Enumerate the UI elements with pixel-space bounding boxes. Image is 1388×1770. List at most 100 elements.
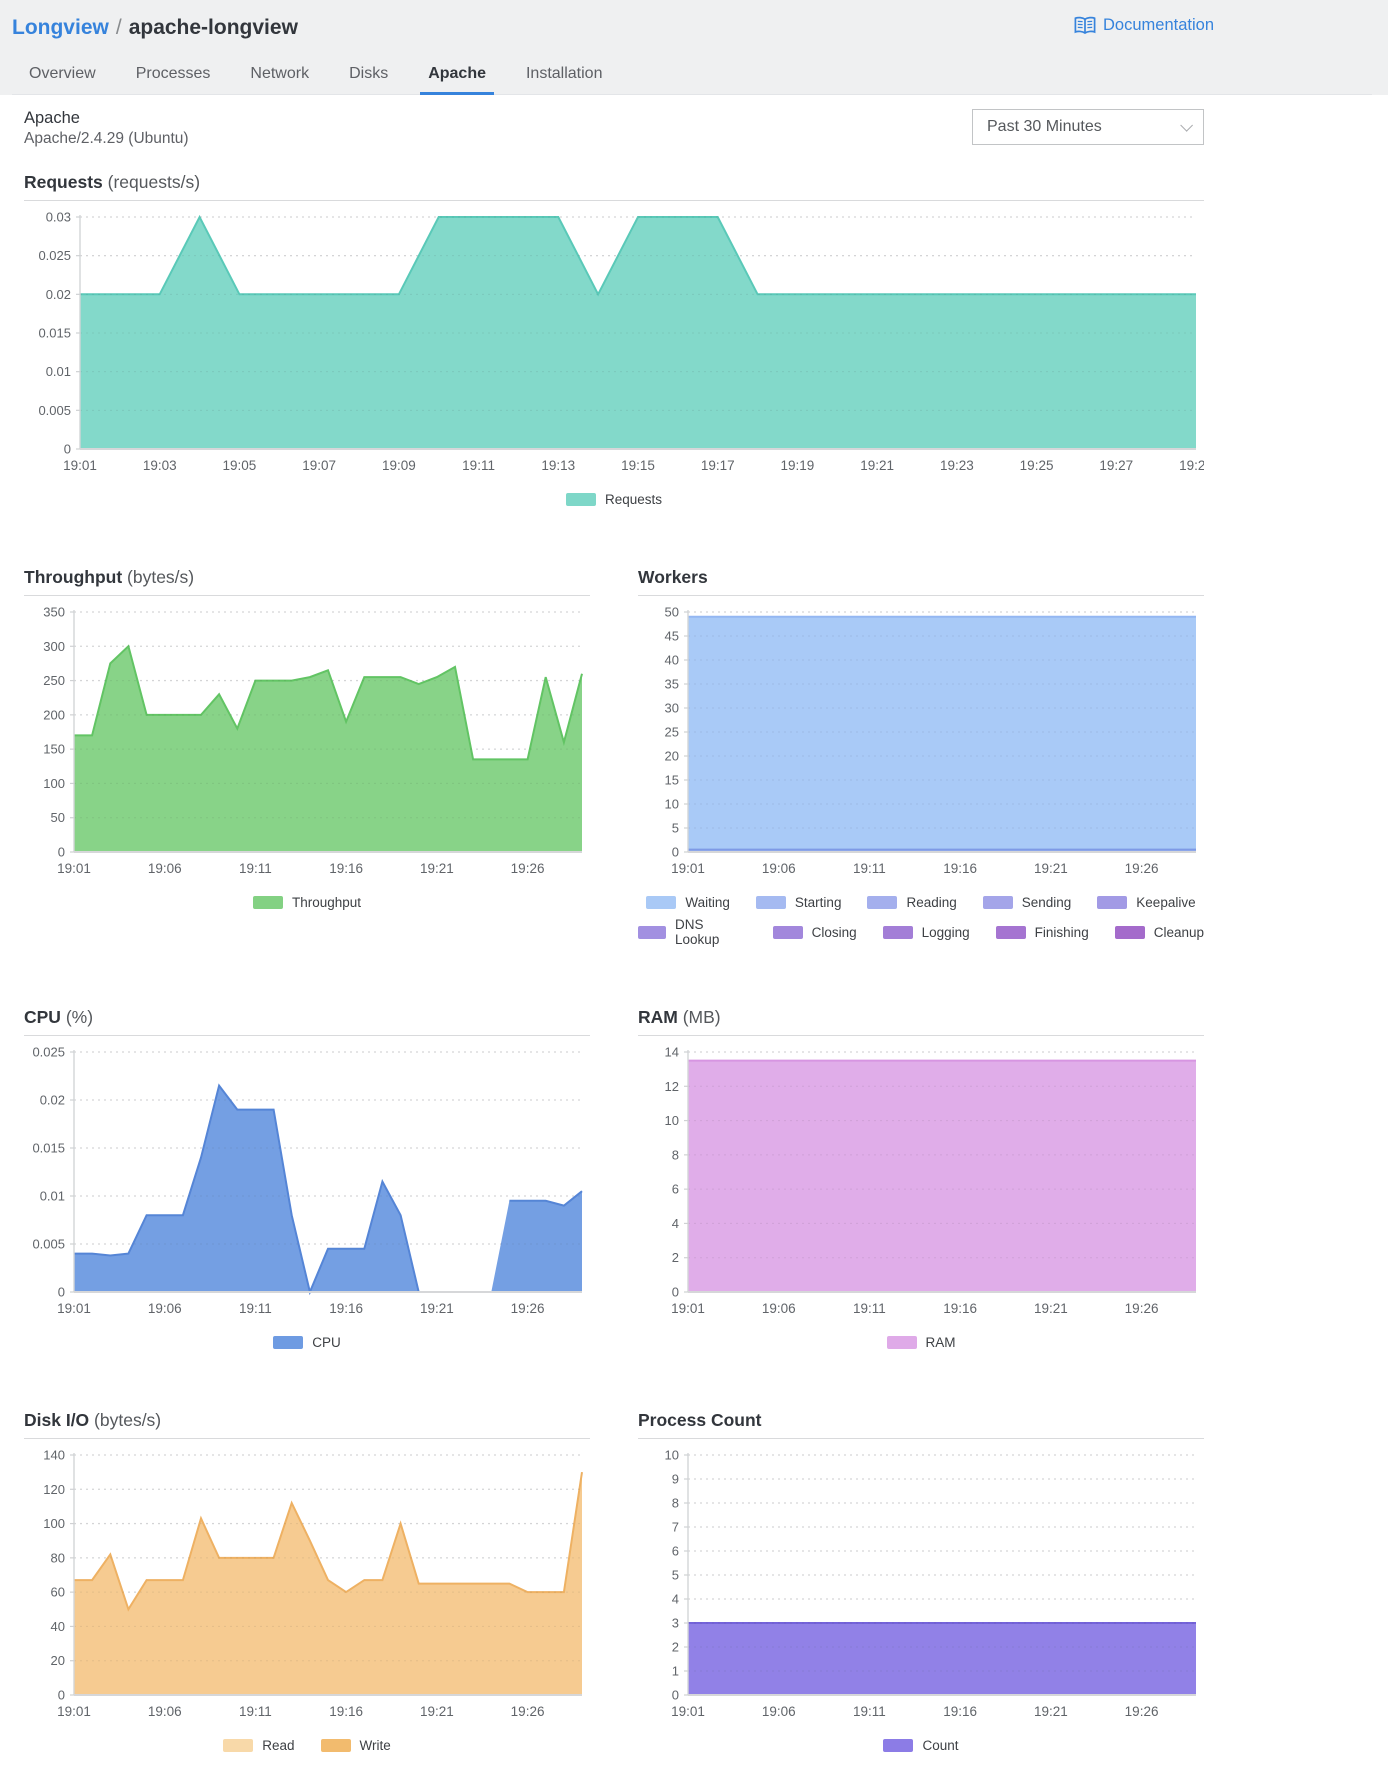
section-title: Apache — [24, 109, 80, 127]
ram-legend-row: RAM — [638, 1335, 1204, 1350]
diskio-title: Disk I/O (bytes/s) — [24, 1410, 590, 1438]
diskio-plot: 0 20 40 60 80 100 120 140 19:01 19:06 19:11 19:16 19… — [43, 1448, 583, 1719]
svg-text:19:01: 19:01 — [671, 1301, 705, 1316]
svg-text:19:26: 19:26 — [1125, 1301, 1159, 1316]
svg-text:10: 10 — [665, 797, 679, 812]
legend-item-dns-lookup: DNS Lookup — [638, 917, 747, 947]
cpu-title-unit: (%) — [60, 1007, 94, 1027]
svg-text:19:06: 19:06 — [762, 861, 796, 876]
requests-legend-row: Requests — [24, 492, 1204, 507]
legend-item-waiting: Waiting — [646, 895, 730, 910]
svg-text:19:26: 19:26 — [511, 1704, 545, 1719]
svg-text:19:17: 19:17 — [701, 458, 735, 473]
svg-text:20: 20 — [51, 1653, 65, 1668]
time-range-select[interactable]: Past 30 Minutes — [972, 109, 1204, 145]
svg-text:19:16: 19:16 — [329, 1301, 363, 1316]
legend-label: Reading — [906, 895, 957, 910]
svg-text:5: 5 — [672, 821, 679, 836]
svg-text:9: 9 — [672, 1472, 679, 1487]
chart-process-count: Process Count 0 1 2 3 4 5 6 7 8 9 10 19:01 19:06 19:11… — [638, 1410, 1204, 1753]
svg-text:35: 35 — [665, 677, 679, 692]
svg-text:19:06: 19:06 — [148, 1704, 182, 1719]
svg-text:140: 140 — [43, 1448, 65, 1463]
process-count-divider — [638, 1438, 1204, 1439]
tab-network[interactable]: Network — [250, 65, 310, 82]
legend-label: Throughput — [291, 895, 362, 910]
requests-title-unit: (requests/s) — [102, 172, 201, 192]
workers-divider — [638, 595, 1204, 596]
chevron-down-icon — [1180, 118, 1193, 132]
svg-text:45: 45 — [665, 629, 679, 644]
svg-text:19:27: 19:27 — [1099, 458, 1133, 473]
svg-text:0: 0 — [672, 845, 679, 860]
section-subtitle: Apache/2.4.29 (Ubuntu) — [24, 130, 189, 147]
tab-overview[interactable]: Overview — [29, 65, 96, 82]
ram-divider — [638, 1035, 1204, 1036]
svg-text:19:29: 19:29 — [1179, 458, 1204, 473]
svg-text:19:01: 19:01 — [63, 458, 97, 473]
legend-swatch — [273, 1336, 304, 1349]
process-count-plot: 0 1 2 3 4 5 6 7 8 9 10 19:01 19:06 19:11 19:16 19:21 19:… — [665, 1448, 1196, 1719]
svg-text:19:01: 19:01 — [671, 1704, 705, 1719]
breadcrumb-current-client: apache-longview — [128, 16, 298, 39]
svg-text:350: 350 — [43, 605, 65, 620]
svg-text:50: 50 — [665, 605, 679, 620]
tab-installation[interactable]: Installation — [525, 65, 603, 82]
svg-text:20: 20 — [665, 749, 679, 764]
svg-text:12: 12 — [665, 1079, 679, 1094]
svg-text:6: 6 — [672, 1182, 679, 1197]
legend-swatch — [982, 896, 1013, 909]
workers-plot: 0 5 10 15 20 25 30 35 40 45 50 19:01 19:06 19:11 19:16… — [665, 605, 1196, 876]
svg-text:0: 0 — [672, 1285, 679, 1300]
tab-processes[interactable]: Processes — [135, 65, 211, 82]
svg-text:19:26: 19:26 — [511, 861, 545, 876]
chart-ram: RAM (MB) 0 2 4 6 8 10 12 14 19:01 19:06 19:11 19:16 1… — [638, 1007, 1204, 1350]
legend-item-finishing: Finishing — [995, 925, 1089, 940]
legend-swatch — [886, 1336, 917, 1349]
svg-text:19:21: 19:21 — [1034, 861, 1068, 876]
svg-text:19:01: 19:01 — [57, 861, 91, 876]
requests-legend: Requests — [24, 492, 1204, 507]
svg-text:19:11: 19:11 — [853, 861, 886, 876]
legend-item-throughput: Throughput — [252, 895, 362, 910]
section-title-block: Apache Apache/2.4.29 (Ubuntu) — [24, 109, 189, 148]
cpu-title: CPU (%) — [24, 1007, 590, 1035]
svg-text:19:16: 19:16 — [943, 1301, 977, 1316]
throughput-legend: Throughput — [24, 895, 590, 910]
svg-text:2: 2 — [672, 1250, 679, 1265]
legend-label: Cleanup — [1153, 924, 1204, 940]
svg-text:2: 2 — [672, 1640, 679, 1655]
legend-label: Sending — [1021, 895, 1072, 910]
breadcrumb-longview-link[interactable]: Longview — [12, 16, 109, 39]
legend-label: Waiting — [685, 895, 730, 910]
throughput-plot: 0 50 100 150 200 250 300 350 19:01 19:06 19:11 19:1… — [43, 605, 583, 876]
svg-text:100: 100 — [43, 776, 65, 791]
tab-bar: Overview Processes Network Disks Apache Insta… — [12, 56, 1372, 95]
svg-text:19:01: 19:01 — [57, 1301, 91, 1316]
cpu-legend-row: CPU — [24, 1335, 590, 1350]
process-count-legend-row: Count — [638, 1738, 1204, 1753]
legend-item-keepalive: Keepalive — [1097, 895, 1196, 910]
ram-title-unit: (MB) — [677, 1007, 721, 1027]
ram-plot: 0 2 4 6 8 10 12 14 19:01 19:06 19:11 19:16 19:21 19:2… — [665, 1045, 1196, 1316]
section-head: Apache Apache/2.4.29 (Ubuntu) Past 30 Mi… — [24, 109, 1204, 148]
svg-text:19:06: 19:06 — [148, 861, 182, 876]
legend-item-reading: Reading — [867, 895, 957, 910]
legend-label: Closing — [811, 924, 857, 940]
legend-swatch — [638, 925, 667, 939]
svg-text:6: 6 — [672, 1544, 679, 1559]
tab-apache[interactable]: Apache — [420, 56, 494, 95]
documentation-link[interactable]: Documentation — [1073, 16, 1372, 35]
svg-text:60: 60 — [51, 1585, 65, 1600]
tab-disks[interactable]: Disks — [349, 65, 389, 82]
svg-text:19:16: 19:16 — [329, 1704, 363, 1719]
legend-item-read: Read — [223, 1738, 295, 1753]
svg-text:10: 10 — [665, 1113, 679, 1128]
svg-text:7: 7 — [672, 1520, 679, 1535]
legend-swatch — [755, 896, 786, 909]
legend-label: Keepalive — [1136, 895, 1196, 910]
legend-swatch — [252, 896, 283, 909]
cpu-plot: 0 0.005 0.01 0.015 0.02 0.025 19:01 19:06 19:11 1… — [32, 1045, 583, 1316]
svg-text:5: 5 — [672, 1568, 679, 1583]
svg-text:19:26: 19:26 — [511, 1301, 545, 1316]
